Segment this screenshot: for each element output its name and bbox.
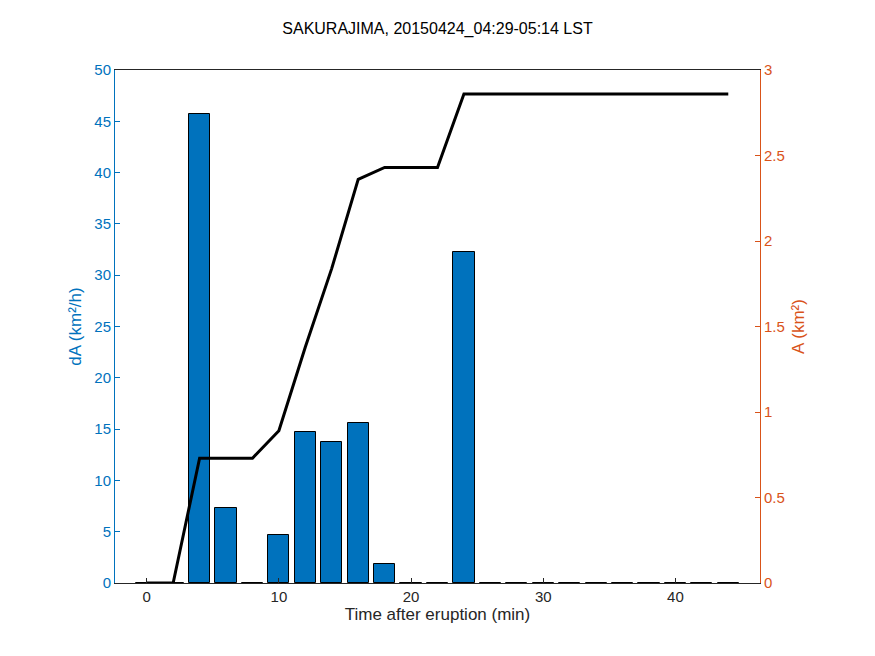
svg-text:5: 5: [103, 523, 111, 540]
svg-text:2: 2: [764, 232, 772, 249]
svg-text:2.5: 2.5: [764, 147, 785, 164]
svg-text:15: 15: [94, 420, 111, 437]
svg-text:0: 0: [103, 574, 111, 591]
svg-text:30: 30: [94, 266, 111, 283]
svg-text:40: 40: [667, 588, 684, 605]
svg-text:45: 45: [94, 113, 111, 130]
svg-text:dA (km²/h): dA (km²/h): [66, 287, 85, 365]
svg-text:SAKURAJIMA, 20150424_04:29-05:: SAKURAJIMA, 20150424_04:29-05:14 LST: [282, 20, 593, 38]
svg-text:30: 30: [535, 588, 552, 605]
svg-text:10: 10: [94, 472, 111, 489]
svg-text:A (km²): A (km²): [789, 299, 808, 354]
svg-text:0.5: 0.5: [764, 489, 785, 506]
svg-text:10: 10: [271, 588, 288, 605]
svg-text:1: 1: [764, 403, 772, 420]
svg-text:3: 3: [764, 61, 772, 78]
svg-text:20: 20: [403, 588, 420, 605]
svg-text:0: 0: [764, 574, 772, 591]
svg-text:Time after eruption (min): Time after eruption (min): [345, 605, 530, 624]
svg-text:40: 40: [94, 164, 111, 181]
svg-text:0: 0: [143, 588, 151, 605]
svg-text:25: 25: [94, 318, 111, 335]
svg-text:1.5: 1.5: [764, 318, 785, 335]
svg-text:20: 20: [94, 369, 111, 386]
svg-text:35: 35: [94, 215, 111, 232]
svg-text:50: 50: [94, 61, 111, 78]
